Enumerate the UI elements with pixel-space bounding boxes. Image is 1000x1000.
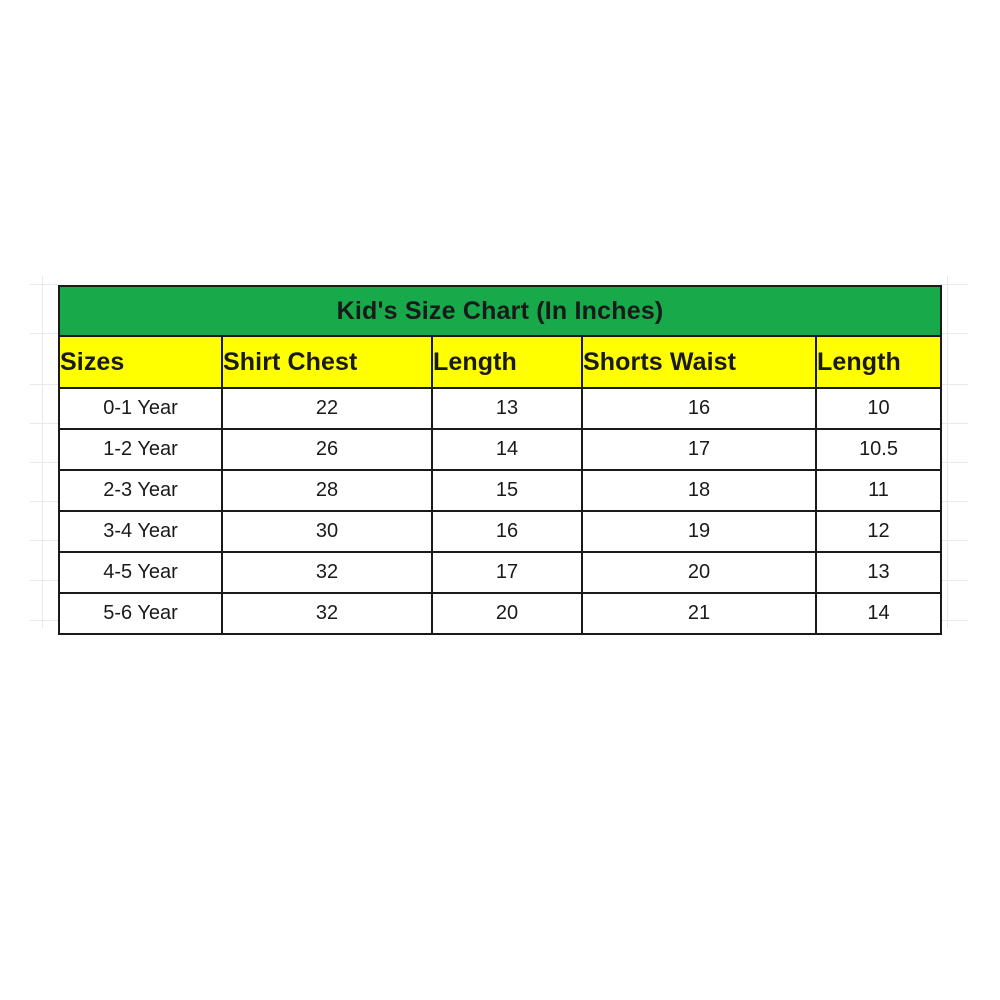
background-gridline xyxy=(940,540,968,541)
table-row: 1-2 Year 26 14 17 10.5 xyxy=(58,428,943,471)
cell-shorts-length: 10 xyxy=(814,387,943,430)
cell-shirt-length: 13 xyxy=(431,387,583,430)
cell-shirt-chest: 28 xyxy=(221,469,433,512)
background-gridline xyxy=(30,540,58,541)
background-gridline xyxy=(30,501,58,502)
cell-shorts-length: 12 xyxy=(814,510,943,553)
column-header-shorts-length: Length xyxy=(814,335,943,389)
background-gridline xyxy=(940,462,968,463)
cell-shorts-waist: 16 xyxy=(581,387,817,430)
cell-size: 3-4 Year xyxy=(58,510,223,553)
table-row: 4-5 Year 32 17 20 13 xyxy=(58,551,943,594)
cell-shirt-chest: 22 xyxy=(221,387,433,430)
background-gridline xyxy=(940,620,968,621)
cell-shorts-length: 11 xyxy=(814,469,943,512)
size-chart-table: Kid's Size Chart (In Inches) Sizes Shirt… xyxy=(57,285,943,635)
cell-shorts-waist: 18 xyxy=(581,469,817,512)
background-gridline xyxy=(42,276,43,628)
background-gridline xyxy=(947,276,948,628)
table-row: 2-3 Year 28 15 18 11 xyxy=(58,469,943,512)
chart-title: Kid's Size Chart (In Inches) xyxy=(57,285,943,337)
background-gridline xyxy=(940,384,968,385)
cell-shirt-length: 15 xyxy=(431,469,583,512)
column-header-shorts-waist: Shorts Waist xyxy=(581,335,817,389)
background-gridline xyxy=(30,333,58,334)
cell-shirt-chest: 32 xyxy=(221,551,433,594)
background-gridline xyxy=(30,462,58,463)
column-header-sizes: Sizes xyxy=(58,335,223,389)
cell-size: 2-3 Year xyxy=(58,469,223,512)
cell-size: 1-2 Year xyxy=(58,428,223,471)
background-gridline xyxy=(30,580,58,581)
table-header-row: Sizes Shirt Chest Length Shorts Waist Le… xyxy=(58,335,943,389)
cell-shorts-waist: 19 xyxy=(581,510,817,553)
cell-shorts-waist: 20 xyxy=(581,551,817,594)
cell-shirt-length: 16 xyxy=(431,510,583,553)
chart-title-row: Kid's Size Chart (In Inches) xyxy=(57,285,943,337)
cell-shirt-length: 17 xyxy=(431,551,583,594)
background-gridline xyxy=(940,333,968,334)
table-row: 3-4 Year 30 16 19 12 xyxy=(58,510,943,553)
cell-shorts-length: 13 xyxy=(814,551,943,594)
cell-shirt-chest: 30 xyxy=(221,510,433,553)
table-row: 5-6 Year 32 20 21 14 xyxy=(58,592,943,635)
column-header-shirt-length: Length xyxy=(431,335,583,389)
background-gridline xyxy=(940,580,968,581)
background-gridline xyxy=(940,501,968,502)
cell-size: 4-5 Year xyxy=(58,551,223,594)
size-chart-body: Kid's Size Chart (In Inches) Sizes Shirt… xyxy=(57,285,943,635)
cell-shorts-waist: 21 xyxy=(581,592,817,635)
cell-size: 0-1 Year xyxy=(58,387,223,430)
background-gridline xyxy=(30,284,58,285)
cell-shirt-chest: 32 xyxy=(221,592,433,635)
background-gridline xyxy=(30,620,58,621)
background-gridline xyxy=(30,384,58,385)
table-row: 0-1 Year 22 13 16 10 xyxy=(58,387,943,430)
cell-shorts-length: 14 xyxy=(814,592,943,635)
cell-shirt-length: 20 xyxy=(431,592,583,635)
column-header-shirt-chest: Shirt Chest xyxy=(221,335,433,389)
cell-shorts-length: 10.5 xyxy=(814,428,943,471)
background-gridline xyxy=(940,423,968,424)
cell-size: 5-6 Year xyxy=(58,592,223,635)
cell-shirt-chest: 26 xyxy=(221,428,433,471)
cell-shirt-length: 14 xyxy=(431,428,583,471)
cell-shorts-waist: 17 xyxy=(581,428,817,471)
background-gridline xyxy=(30,423,58,424)
background-gridline xyxy=(940,284,968,285)
size-chart-container: Kid's Size Chart (In Inches) Sizes Shirt… xyxy=(57,285,943,635)
